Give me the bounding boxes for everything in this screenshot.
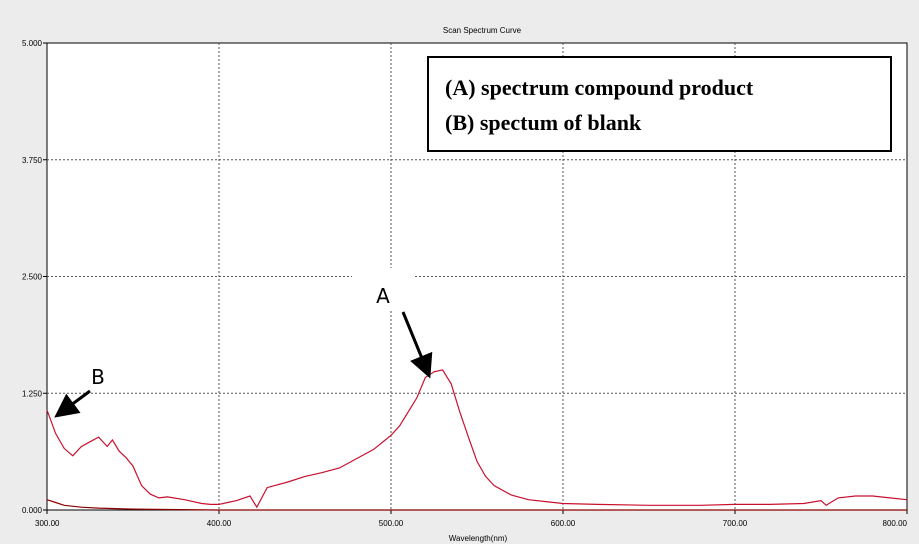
series-line-1 [46,369,908,509]
annotation-a-bg [352,268,414,310]
y-tick-label: 3.750 [22,156,43,165]
legend-entry-b: (B) spectum of blank [445,110,642,135]
x-tick-label: 400.00 [207,519,232,528]
annotation-b-label: B [91,365,105,389]
x-tick-label: 600.00 [551,519,576,528]
annotation-b-bg [84,362,114,390]
x-tick-label: 700.00 [723,519,748,528]
x-axis-label: Wavelength(nm) [449,534,508,543]
legend-box: (A) spectrum compound product (B) spectu… [427,56,892,152]
legend-frame [427,56,892,152]
y-axis-ticks: 0.000 1.250 2.500 3.750 5.000 [22,39,47,515]
x-tick-label: 500.00 [379,519,404,528]
x-axis-ticks: 300.00 400.00 500.00 600.00 700.00 800.00 [35,510,908,528]
y-tick-label: 1.250 [22,389,43,398]
annotation-a-arrow [401,311,433,379]
chart-title: Scan Spectrum Curve [443,26,522,35]
series-line-2 [46,499,907,511]
x-tick-label: 800.00 [883,519,908,528]
series-lines [46,369,908,511]
annotation-b-arrow [54,389,91,418]
x-tick-label: 300.00 [35,519,60,528]
annotation-b: B [54,362,114,418]
y-tick-label: 0.000 [22,506,43,515]
y-tick-label: 5.000 [22,39,43,48]
annotation-a: A [352,268,433,379]
annotation-a-label: A [376,284,390,308]
legend-entry-a: (A) spectrum compound product [445,75,754,100]
y-tick-label: 2.500 [22,273,43,282]
